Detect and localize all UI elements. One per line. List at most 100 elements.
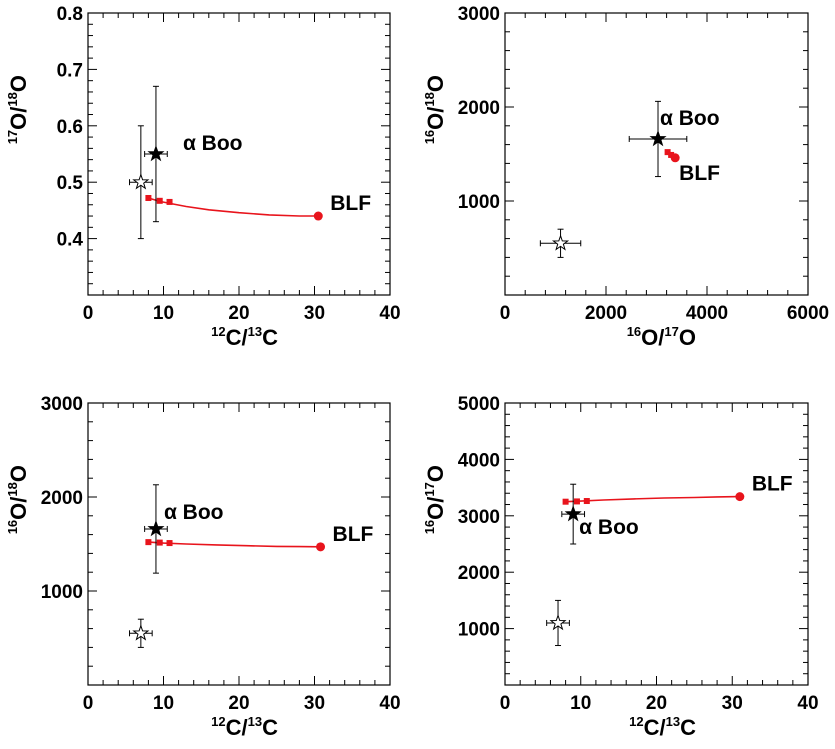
axis-label-main2: O: [423, 75, 448, 92]
open-star-marker: [549, 613, 567, 631]
y-tick-label: 2000: [41, 488, 83, 509]
axis-label-main2: O: [6, 465, 31, 482]
x-tick-label: 40: [797, 693, 818, 714]
y-axis-label: 16O/18O: [422, 75, 448, 144]
blf-point: [316, 542, 326, 552]
x-tick-label: 10: [570, 693, 591, 714]
model-point: [664, 149, 671, 156]
x-tick-label: 40: [379, 303, 400, 324]
x-tick-label: 0: [500, 303, 511, 324]
axis-label-main1: C/: [644, 715, 666, 740]
axis-label-main1: O/: [641, 325, 664, 350]
x-tick-label: 0: [83, 693, 94, 714]
y-axis-label: 16O/17O: [422, 465, 448, 534]
axis-label-sup2: 18: [5, 92, 20, 106]
axis-label-sup2: 17: [664, 324, 678, 339]
y-tick-label: 4000: [458, 450, 500, 471]
alpha-boo-star-marker: [147, 519, 165, 537]
model-curve: [148, 541, 321, 548]
axis-label-main2: O: [423, 465, 448, 482]
axis-label-sup1: 16: [422, 130, 437, 144]
blf-point: [735, 492, 745, 502]
y-tick-label: 0.6: [57, 117, 83, 138]
alpha-boo-label: α Boo: [164, 501, 224, 524]
x-tick-label: 4000: [686, 303, 728, 324]
x-tick-label: 30: [304, 693, 325, 714]
axis-label-sup1: 17: [5, 130, 20, 144]
model-point: [562, 498, 569, 505]
model-point: [166, 540, 173, 547]
y-tick-label: 0.7: [57, 60, 83, 81]
y-tick-label: 3000: [41, 394, 83, 415]
y-tick-label: 3000: [458, 4, 500, 25]
axis-label-sup2: 13: [666, 714, 680, 729]
x-axis-label: 12C/13C: [629, 714, 696, 740]
x-tick-label: 40: [379, 693, 400, 714]
panel-4: 0 10 20 30 40 1000 2000 3000 4000 5000 12C/13C 16O/…: [422, 394, 819, 740]
model-curve: [148, 197, 319, 217]
model-point: [573, 498, 580, 505]
x-tick-label: 20: [228, 303, 249, 324]
model-point: [156, 197, 163, 204]
axis-label-main2: C: [262, 715, 278, 740]
blf-label: BLF: [752, 473, 793, 496]
alpha-boo-label: α Boo: [183, 132, 243, 155]
x-tick-label: 20: [228, 693, 249, 714]
panel-1: 0 10 20 30 40 0.4 0.5 0.6 0.7 0.8 12C/13C 17O/18O BL…: [5, 4, 401, 350]
x-axis-label: 16O/17O: [627, 324, 696, 350]
axis-label-main1: O/: [6, 107, 31, 130]
axis-label-main2: C: [680, 715, 696, 740]
blf-label: BLF: [333, 523, 374, 546]
y-tick-label: 1000: [458, 192, 500, 213]
model-point: [668, 151, 675, 158]
alpha-boo-star-marker: [564, 505, 582, 522]
y-tick-label: 2000: [458, 563, 500, 584]
y-axis-label: 16O/18O: [5, 465, 31, 534]
axis-label-main1: O/: [6, 497, 31, 520]
axis-label-sup1: 16: [627, 324, 641, 339]
axis-label-sup1: 12: [629, 714, 643, 729]
plot-frame: [504, 402, 809, 686]
y-tick-label: 0.5: [57, 173, 84, 194]
axis-label-sup2: 17: [422, 482, 437, 496]
x-tick-label: 0: [83, 303, 94, 324]
x-axis-label: 12C/13C: [211, 324, 278, 350]
blf-label: BLF: [330, 192, 371, 215]
y-tick-label: 1000: [41, 582, 83, 603]
axis-label-sup1: 16: [422, 520, 437, 534]
y-tick-label: 0.8: [57, 4, 83, 25]
axis-label-main2: O: [6, 75, 31, 92]
x-tick-label: 2000: [585, 303, 627, 324]
alpha-boo-star-marker: [147, 144, 165, 162]
model-point: [583, 498, 590, 505]
model-curve: [565, 495, 740, 503]
x-tick-label: 10: [153, 693, 174, 714]
alpha-boo-label: α Boo: [660, 107, 720, 130]
model-point: [145, 539, 152, 546]
axis-label-sup1: 12: [211, 714, 225, 729]
axis-label-main1: O/: [423, 497, 448, 520]
axis-label-sup2: 13: [248, 714, 262, 729]
axis-label-main1: C/: [226, 715, 248, 740]
axis-label-main1: C/: [226, 325, 248, 350]
x-tick-label: 30: [722, 693, 743, 714]
x-tick-label: 10: [153, 303, 174, 324]
blf-point: [313, 211, 323, 221]
x-tick-label: 6000: [787, 303, 829, 324]
axis-label-sup2: 18: [5, 482, 20, 496]
axis-label-sup1: 16: [5, 520, 20, 534]
axis-label-sup2: 13: [248, 324, 262, 339]
open-star-marker: [132, 624, 150, 641]
model-point: [166, 198, 173, 205]
model-point: [145, 194, 152, 201]
x-axis-label: 12C/13C: [211, 714, 278, 740]
y-tick-label: 2000: [458, 98, 500, 119]
x-tick-label: 20: [646, 693, 667, 714]
model-point: [156, 539, 163, 546]
panel-2: 0 2000 4000 600010002000300016O/17O16O/18OB…: [422, 4, 829, 350]
y-axis-label: 17O/18O: [5, 75, 31, 144]
y-tick-label: 1000: [458, 620, 500, 641]
open-star-marker: [132, 173, 150, 190]
axis-label-main1: O/: [423, 107, 448, 130]
y-tick-label: 5000: [458, 394, 500, 415]
